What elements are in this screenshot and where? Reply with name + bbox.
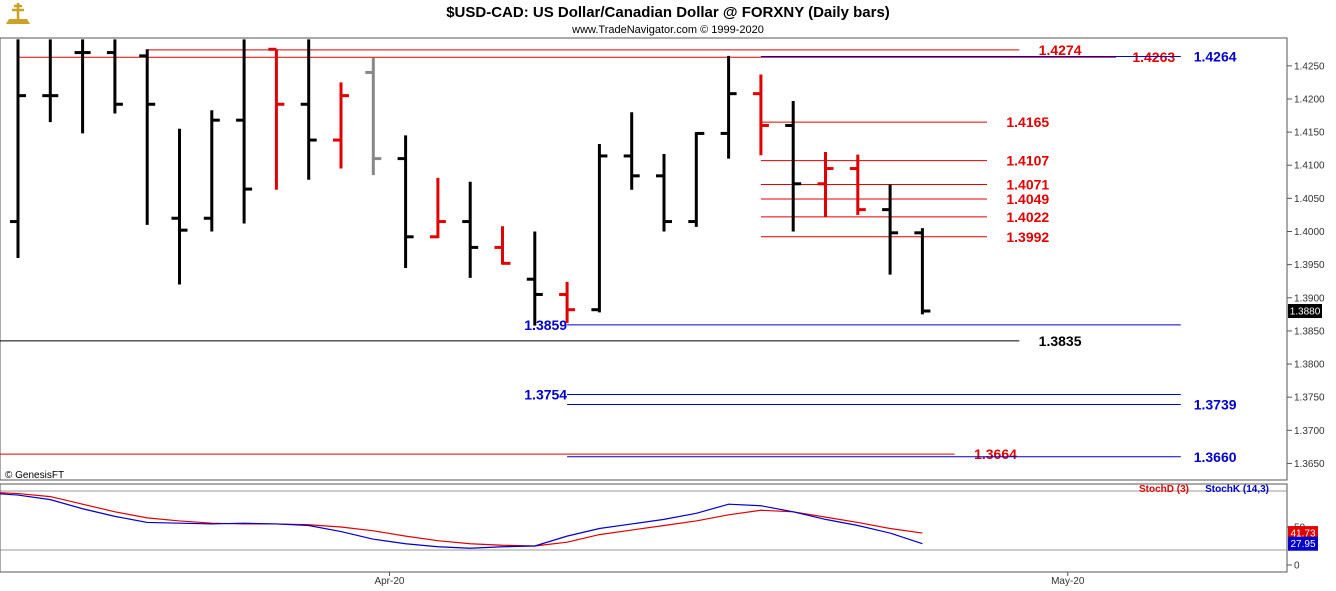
level-label-1.3660: 1.3660: [1194, 449, 1237, 465]
level-label-1.3754: 1.3754: [524, 387, 567, 403]
price-tick-label: 1.3750: [1294, 393, 1325, 404]
logo-icon: [6, 3, 30, 24]
watermark: © GenesisFT: [5, 470, 64, 481]
ohlc-bar: [559, 281, 576, 323]
x-tick-label: May-20: [1051, 576, 1085, 587]
x-axis: Apr-20 May-20: [374, 572, 1085, 587]
ohlc-bar: [333, 82, 349, 169]
price-tick-label: 1.3800: [1294, 360, 1325, 371]
price-tick-label: 1.4150: [1294, 128, 1325, 139]
price-tick-label: 1.3950: [1294, 260, 1325, 271]
price-tick-label: 1.4050: [1294, 194, 1325, 205]
price-tick-label: 1.4200: [1294, 94, 1325, 105]
ohlc-bar: [236, 39, 253, 224]
chart-title: $USD-CAD: US Dollar/Canadian Dollar @ FO…: [446, 4, 890, 21]
level-label-1.4071: 1.4071: [1006, 176, 1049, 192]
level-lines: 1.4274 1.4263 1.42641.41651.41071.40711.40…: [0, 42, 1237, 465]
level-label-1.4165: 1.4165: [1006, 114, 1049, 130]
last-price-label: 1.3880: [1290, 307, 1321, 318]
price-bars: [10, 39, 931, 326]
ohlc-bar: [268, 47, 285, 190]
stoch-tick-label: 0: [1294, 561, 1300, 572]
ohlc-bar: [656, 153, 672, 232]
chart-subtitle: www.TradeNavigator.com © 1999-2020: [571, 24, 764, 36]
ohlc-bar: [752, 74, 769, 156]
level-label-1.4049: 1.4049: [1006, 191, 1049, 207]
ohlc-bar: [171, 128, 188, 285]
ohlc-bar: [688, 131, 705, 227]
ohlc-bar: [817, 151, 834, 217]
ohlc-bar: [429, 177, 446, 239]
price-tick-label: 1.4250: [1294, 61, 1325, 72]
stoch-last-label: 27.95: [1290, 539, 1315, 550]
x-tick-label: Apr-20: [374, 576, 404, 587]
level-label-1.3992: 1.3992: [1006, 229, 1049, 245]
level-label-1.4107: 1.4107: [1006, 153, 1049, 169]
price-tick-label: 1.3700: [1294, 426, 1325, 437]
ohlc-bar: [526, 231, 543, 326]
price-tick-label: 1.4000: [1294, 227, 1325, 238]
last-price-marker: 1.3880: [1288, 304, 1322, 319]
ohlc-bar: [849, 154, 866, 215]
price-axis: 1.4250 1.4200 1.4150 1.4100 1.4050 1.4000 1.39…: [1287, 61, 1325, 470]
level-label-1.3739: 1.3739: [1194, 396, 1237, 412]
level-label-1.4274: 1.4274: [1039, 42, 1082, 58]
ohlc-bar: [785, 100, 802, 232]
ohlc-bar: [106, 39, 123, 114]
level-label-1.4022: 1.4022: [1006, 209, 1049, 225]
level-label-1.3835: 1.3835: [1039, 333, 1082, 349]
ohlc-bar: [462, 181, 479, 278]
legend-stochk: StochK (14,3): [1205, 484, 1269, 495]
ohlc-bar: [139, 49, 156, 225]
ohlc-bar: [623, 112, 640, 190]
price-tick-label: 1.4100: [1294, 161, 1325, 172]
level-label-1.3664: 1.3664: [974, 446, 1017, 462]
legend-stochd: StochD (3): [1139, 484, 1189, 495]
price-tick-label: 1.3900: [1294, 293, 1325, 304]
price-tick-label: 1.3650: [1294, 459, 1325, 470]
stoch-series-line: [0, 493, 923, 549]
ohlc-bar: [365, 57, 382, 176]
level-label-1.4264: 1.4264: [1194, 49, 1237, 65]
last-price-box: [1288, 304, 1322, 319]
price-panel-frame: [0, 37, 1288, 481]
stoch-last-box: [1288, 526, 1318, 541]
ohlc-bar: [882, 184, 899, 275]
ohlc-bar: [591, 144, 608, 313]
stoch-last-box: [1288, 536, 1318, 551]
ohlc-bar: [203, 110, 220, 232]
ohlc-bar: [397, 135, 414, 268]
ohlc-bar: [720, 55, 737, 159]
ohlc-bar: [42, 39, 59, 123]
ohlc-bar: [10, 39, 26, 259]
ohlc-bar: [914, 228, 931, 315]
ohlc-bar: [494, 226, 511, 265]
level-label-1.4263: 1.4263: [1132, 49, 1175, 65]
level-label-1.3859: 1.3859: [524, 317, 567, 333]
stoch-last-label: 41.73: [1290, 529, 1315, 540]
stoch-series-line: [0, 492, 923, 547]
price-tick-label: 1.3850: [1294, 326, 1325, 337]
ohlc-bar: [74, 39, 91, 134]
ohlc-bar: [300, 39, 317, 180]
